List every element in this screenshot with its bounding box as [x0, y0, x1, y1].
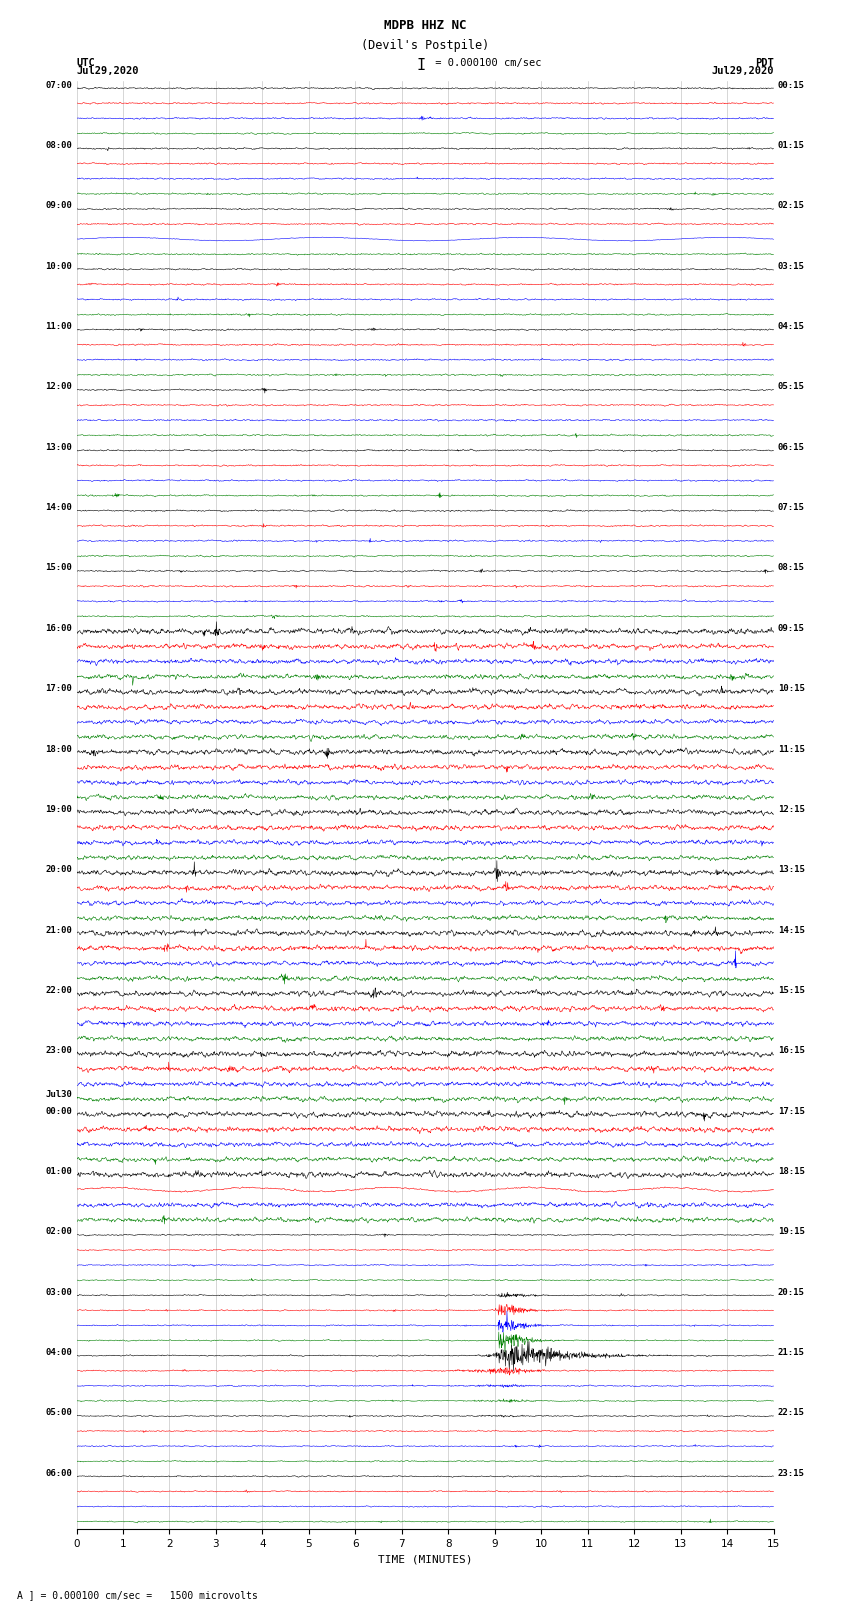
Text: 08:15: 08:15 — [778, 563, 805, 573]
Text: 20:15: 20:15 — [778, 1287, 805, 1297]
X-axis label: TIME (MINUTES): TIME (MINUTES) — [377, 1555, 473, 1565]
Text: 07:00: 07:00 — [45, 81, 72, 90]
Text: 00:00: 00:00 — [45, 1107, 72, 1116]
Text: 02:15: 02:15 — [778, 202, 805, 210]
Text: 09:15: 09:15 — [778, 624, 805, 632]
Text: 18:00: 18:00 — [45, 745, 72, 753]
Text: 11:00: 11:00 — [45, 323, 72, 331]
Text: 10:15: 10:15 — [778, 684, 805, 694]
Text: 18:15: 18:15 — [778, 1168, 805, 1176]
Text: 17:15: 17:15 — [778, 1107, 805, 1116]
Text: 05:00: 05:00 — [45, 1408, 72, 1418]
Text: 11:15: 11:15 — [778, 745, 805, 753]
Text: 05:15: 05:15 — [778, 382, 805, 392]
Text: 19:00: 19:00 — [45, 805, 72, 815]
Text: = 0.000100 cm/sec: = 0.000100 cm/sec — [429, 58, 541, 68]
Text: 07:15: 07:15 — [778, 503, 805, 511]
Text: 15:00: 15:00 — [45, 563, 72, 573]
Text: 03:15: 03:15 — [778, 261, 805, 271]
Text: UTC: UTC — [76, 58, 95, 68]
Text: Jul29,2020: Jul29,2020 — [76, 66, 139, 76]
Text: 22:15: 22:15 — [778, 1408, 805, 1418]
Text: 17:00: 17:00 — [45, 684, 72, 694]
Text: 22:00: 22:00 — [45, 986, 72, 995]
Text: Jul30: Jul30 — [45, 1090, 72, 1098]
Text: 10:00: 10:00 — [45, 261, 72, 271]
Text: 02:00: 02:00 — [45, 1227, 72, 1236]
Text: 23:15: 23:15 — [778, 1469, 805, 1478]
Text: MDPB HHZ NC: MDPB HHZ NC — [383, 19, 467, 32]
Text: 08:00: 08:00 — [45, 140, 72, 150]
Text: 15:15: 15:15 — [778, 986, 805, 995]
Text: 14:00: 14:00 — [45, 503, 72, 511]
Text: 14:15: 14:15 — [778, 926, 805, 934]
Text: 16:15: 16:15 — [778, 1047, 805, 1055]
Text: 23:00: 23:00 — [45, 1047, 72, 1055]
Text: 04:00: 04:00 — [45, 1348, 72, 1357]
Text: 19:15: 19:15 — [778, 1227, 805, 1236]
Text: Jul29,2020: Jul29,2020 — [711, 66, 774, 76]
Text: 04:15: 04:15 — [778, 323, 805, 331]
Text: (Devil's Postpile): (Devil's Postpile) — [361, 39, 489, 52]
Text: 03:00: 03:00 — [45, 1287, 72, 1297]
Text: I: I — [416, 58, 425, 73]
Text: 21:15: 21:15 — [778, 1348, 805, 1357]
Text: PDT: PDT — [755, 58, 774, 68]
Text: 16:00: 16:00 — [45, 624, 72, 632]
Text: A ] = 0.000100 cm/sec =   1500 microvolts: A ] = 0.000100 cm/sec = 1500 microvolts — [17, 1590, 258, 1600]
Text: 12:00: 12:00 — [45, 382, 72, 392]
Text: 21:00: 21:00 — [45, 926, 72, 934]
Text: 20:00: 20:00 — [45, 865, 72, 874]
Text: 12:15: 12:15 — [778, 805, 805, 815]
Text: 09:00: 09:00 — [45, 202, 72, 210]
Text: 13:15: 13:15 — [778, 865, 805, 874]
Text: 01:15: 01:15 — [778, 140, 805, 150]
Text: 01:00: 01:00 — [45, 1168, 72, 1176]
Text: 06:15: 06:15 — [778, 442, 805, 452]
Text: 13:00: 13:00 — [45, 442, 72, 452]
Text: 06:00: 06:00 — [45, 1469, 72, 1478]
Text: 00:15: 00:15 — [778, 81, 805, 90]
